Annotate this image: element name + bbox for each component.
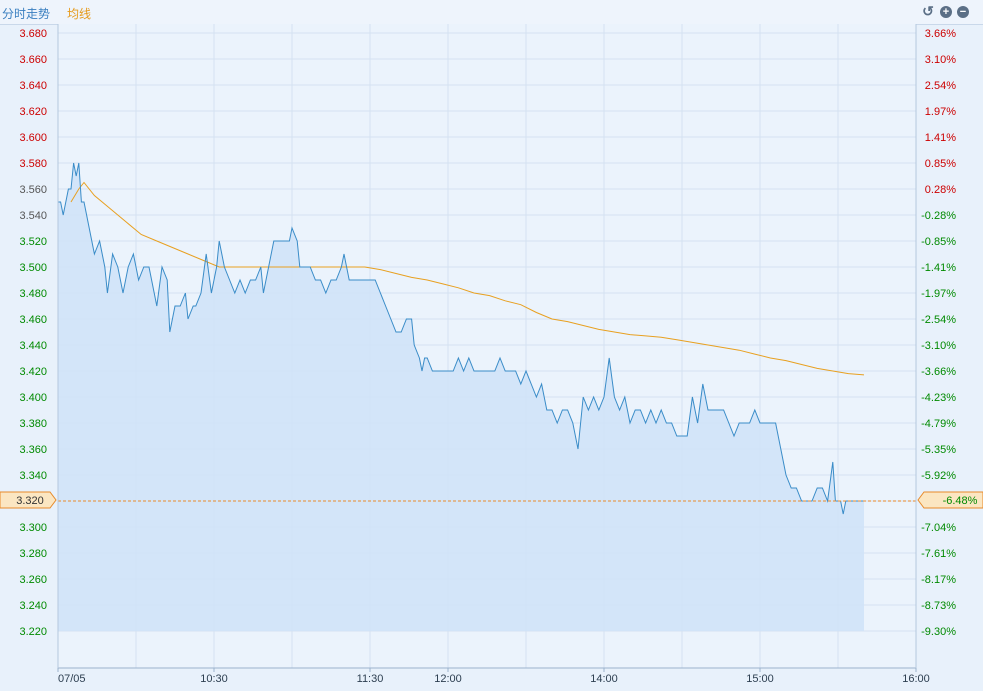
percent-tick-label: -7.04% bbox=[921, 522, 956, 534]
percent-tick-label: 2.54% bbox=[925, 80, 956, 92]
price-tick-label: 3.480 bbox=[19, 288, 47, 300]
percent-tick-label: -8.73% bbox=[921, 600, 956, 612]
price-tick-label: 3.680 bbox=[19, 28, 47, 40]
price-tick-label: 3.620 bbox=[19, 106, 47, 118]
percent-tick-label: -2.54% bbox=[921, 314, 956, 326]
price-tick-label: 3.260 bbox=[19, 574, 47, 586]
tab-intraday[interactable]: 分时走势 bbox=[2, 7, 51, 21]
percent-tick-label: -1.97% bbox=[921, 288, 956, 300]
time-tick-label: 11:30 bbox=[357, 673, 384, 685]
percent-tick-label: -9.30% bbox=[921, 626, 956, 638]
percent-tick-label: 3.66% bbox=[925, 28, 956, 40]
price-axis: 3.680 3.660 3.640 3.620 3.600 3.580 3.560 3.540… bbox=[19, 28, 47, 638]
price-tick-label: 3.240 bbox=[19, 600, 47, 612]
time-tick-label: 12:00 bbox=[434, 673, 462, 685]
price-tick-label: 3.360 bbox=[19, 444, 47, 456]
percent-tick-label: -0.28% bbox=[921, 210, 956, 222]
average-line bbox=[70, 181, 865, 376]
price-tick-label: 3.300 bbox=[19, 522, 47, 534]
percent-tick-label: 3.10% bbox=[925, 54, 956, 66]
tab-average-line[interactable]: 均线 bbox=[67, 7, 92, 21]
current-pct-marker: -6.48% bbox=[917, 491, 983, 509]
time-axis: 07/05 10:30 11:30 12:00 14:00 15:00 16:00 bbox=[57, 668, 930, 685]
price-tick-label: 3.600 bbox=[19, 132, 47, 144]
price-tick-label: 3.460 bbox=[19, 314, 47, 326]
price-tick-label: 3.500 bbox=[19, 262, 47, 274]
percent-tick-label: -3.10% bbox=[921, 340, 956, 352]
price-tick-label: 3.660 bbox=[19, 54, 47, 66]
percent-tick-label: -5.35% bbox=[921, 444, 956, 456]
percent-tick-label: -7.61% bbox=[921, 548, 956, 560]
percent-tick-label: -4.23% bbox=[921, 392, 956, 404]
percent-tick-label: -1.41% bbox=[921, 262, 956, 274]
price-tick-label: 3.380 bbox=[19, 418, 47, 430]
time-tick-label: 15:00 bbox=[746, 673, 774, 685]
price-tick-label: 3.400 bbox=[19, 392, 47, 404]
price-tick-label: 3.280 bbox=[19, 548, 47, 560]
price-tick-label: 3.340 bbox=[19, 470, 47, 482]
percent-tick-label: -0.85% bbox=[921, 236, 956, 248]
price-tick-label: 3.520 bbox=[19, 236, 47, 248]
percent-tick-label: -3.66% bbox=[921, 366, 956, 378]
price-line bbox=[58, 162, 864, 515]
percent-tick-label: 0.85% bbox=[925, 158, 956, 170]
time-tick-label: 14:00 bbox=[590, 673, 618, 685]
percent-tick-label: 0.28% bbox=[925, 184, 956, 196]
percent-tick-label: -5.92% bbox=[921, 470, 956, 482]
price-tick-label: 3.220 bbox=[19, 626, 47, 638]
price-tick-label: 3.640 bbox=[19, 80, 47, 92]
percent-tick-label: 1.97% bbox=[925, 106, 956, 118]
percent-tick-label: -4.79% bbox=[921, 418, 956, 430]
zoom-in-icon[interactable]: + bbox=[940, 6, 952, 18]
zoom-out-icon[interactable]: − bbox=[957, 6, 969, 18]
percent-tick-label: -8.17% bbox=[921, 574, 956, 586]
price-tick-label: 3.560 bbox=[19, 184, 47, 196]
price-tick-label: 3.440 bbox=[19, 340, 47, 352]
percent-tick-label: 1.41% bbox=[925, 132, 956, 144]
percent-axis: 3.66% 3.10% 2.54% 1.97% 1.41% 0.85% 0.28% -0.28… bbox=[921, 28, 956, 638]
time-tick-label: 16:00 bbox=[902, 673, 930, 685]
price-tick-label: 3.540 bbox=[19, 210, 47, 222]
current-price-marker: 3.320 bbox=[0, 491, 57, 509]
svg-text:-6.48%: -6.48% bbox=[943, 495, 978, 507]
price-tick-label: 3.420 bbox=[19, 366, 47, 378]
undo-icon[interactable]: ↺ bbox=[922, 3, 934, 19]
price-area-fill bbox=[58, 163, 864, 631]
price-tick-label: 3.580 bbox=[19, 158, 47, 170]
svg-text:3.320: 3.320 bbox=[16, 495, 44, 507]
time-tick-label: 07/05 bbox=[58, 673, 86, 685]
time-tick-label: 10:30 bbox=[200, 673, 228, 685]
